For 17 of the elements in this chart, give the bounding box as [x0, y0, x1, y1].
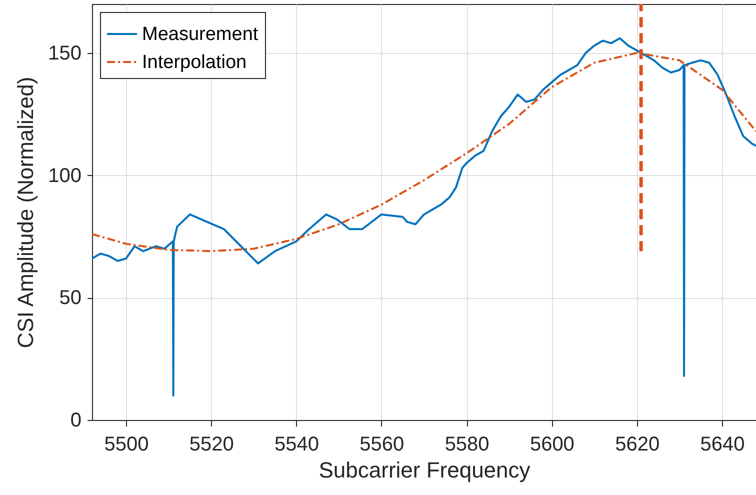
legend-label: Interpolation — [142, 52, 247, 73]
x-tick-label: 5500 — [104, 434, 149, 456]
x-tick-label: 5560 — [360, 434, 404, 456]
x-tick-label: 5540 — [274, 434, 320, 456]
line-series — [92, 52, 756, 252]
y-tick-label: 0 — [70, 410, 82, 432]
legend-label: Measurement — [142, 24, 259, 45]
y-tick-label: 50 — [59, 287, 82, 310]
x-axis-title: Subcarrier Frequency — [318, 458, 530, 482]
x-tick-label: 5600 — [530, 434, 574, 456]
x-tick-label: 5520 — [189, 434, 234, 456]
y-tick-label: 100 — [48, 164, 82, 187]
y-tick-label: 150 — [48, 42, 82, 64]
x-tick-label: 5580 — [444, 434, 490, 456]
x-tick-label: 5620 — [615, 434, 660, 456]
x-tick-label: 5640 — [700, 434, 745, 456]
y-axis-title: CSI Amplitude (Normalized) — [13, 76, 38, 348]
